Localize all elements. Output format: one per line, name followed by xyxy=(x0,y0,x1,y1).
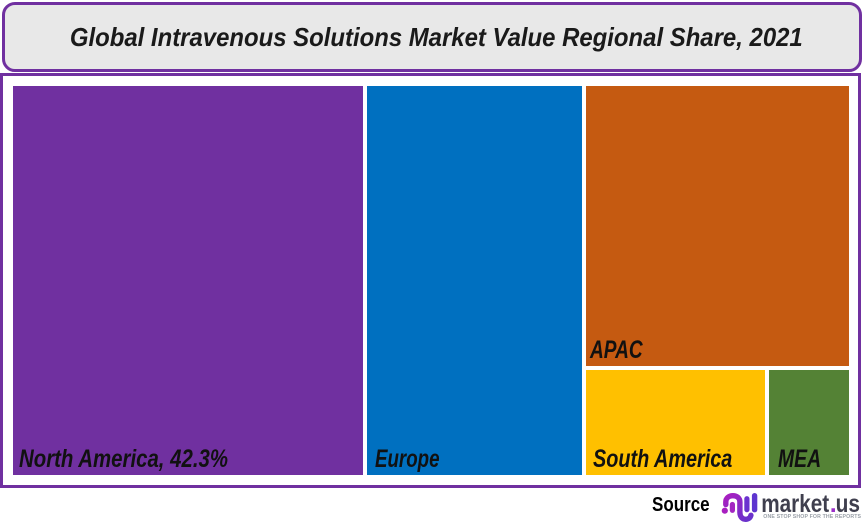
svg-text:.: . xyxy=(830,490,837,518)
svg-text:market: market xyxy=(761,490,830,518)
svg-text:us: us xyxy=(836,490,860,518)
svg-text:ONE STOP SHOP FOR THE REPORTS: ONE STOP SHOP FOR THE REPORTS xyxy=(763,514,861,520)
